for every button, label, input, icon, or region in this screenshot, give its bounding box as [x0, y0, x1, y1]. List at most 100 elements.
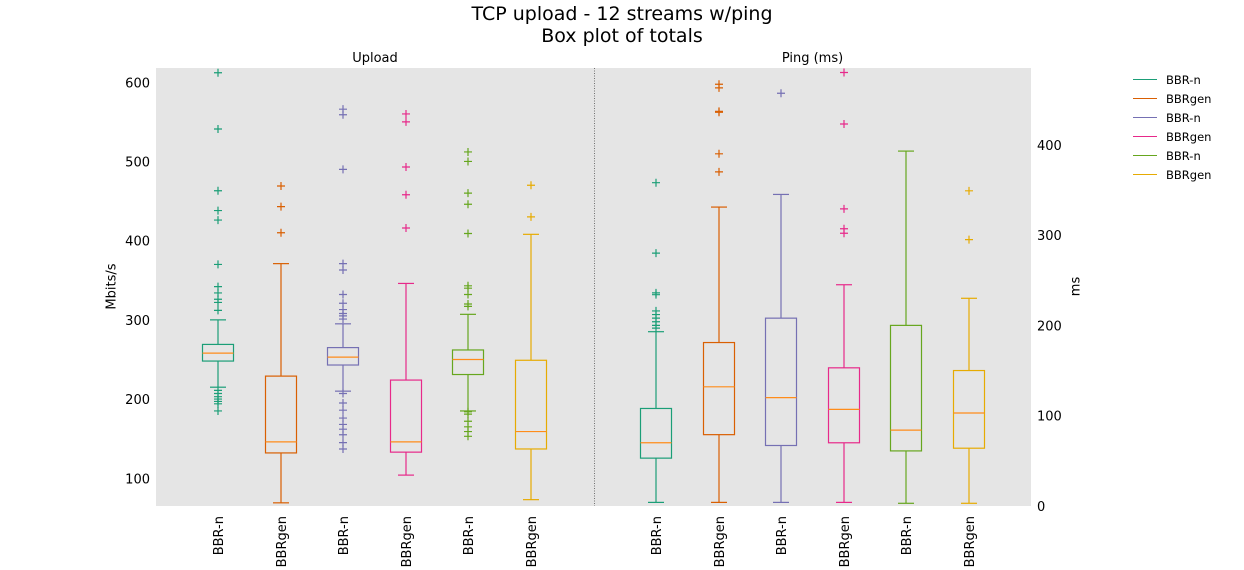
x-tick-label: BBRgen — [713, 516, 728, 567]
legend-label: BBR-n — [1166, 148, 1201, 163]
legend-swatch — [1133, 117, 1157, 118]
outlier-marker — [965, 235, 973, 244]
box — [264, 375, 298, 454]
outlier-marker — [402, 223, 410, 232]
box — [514, 359, 548, 450]
legend-label: BBRgen — [1166, 91, 1212, 106]
outlier-marker — [339, 399, 347, 408]
x-tick-label: BBR-n — [900, 516, 915, 555]
y-tick-label: 100 — [125, 472, 150, 487]
outlier-marker — [464, 432, 472, 441]
x-tick-label: BBR-n — [650, 516, 665, 555]
y-tick-label: 0 — [1037, 500, 1045, 515]
outlier-marker — [464, 229, 472, 238]
legend-label: BBR-n — [1166, 72, 1201, 87]
outlier-marker — [339, 444, 347, 453]
legend-item: BBRgen — [1133, 89, 1211, 108]
box — [764, 317, 798, 447]
outlier-marker — [464, 157, 472, 166]
outlier-marker — [840, 229, 848, 238]
x-tick-label: BBR-n — [212, 516, 227, 555]
outlier-marker — [214, 206, 222, 215]
x-tick-label: BBRgen — [963, 516, 978, 567]
outlier-marker — [339, 430, 347, 439]
outlier-marker — [339, 265, 347, 274]
outlier-marker — [715, 149, 723, 158]
outlier-marker — [840, 204, 848, 213]
outlier-marker — [464, 302, 472, 311]
legend-item: BBRgen — [1133, 165, 1211, 184]
outlier-marker — [214, 124, 222, 133]
outlier-marker — [277, 228, 285, 237]
outlier-marker — [715, 83, 723, 92]
legend-label: BBRgen — [1166, 129, 1212, 144]
y-tick-label: 400 — [1037, 139, 1062, 154]
outlier-marker — [339, 110, 347, 119]
chart-subtitle: Box plot of totals — [541, 25, 703, 47]
chart-title: TCP upload - 12 streams w/ping — [471, 3, 773, 25]
outlier-marker — [464, 290, 472, 299]
legend-swatch — [1133, 79, 1157, 80]
x-tick-label: BBR-n — [462, 516, 477, 555]
x-tick-label: BBR-n — [775, 516, 790, 555]
outlier-marker — [214, 306, 222, 315]
outlier-marker — [527, 181, 535, 190]
outlier-marker — [214, 260, 222, 269]
legend-label: BBRgen — [1166, 167, 1212, 182]
outlier-marker — [214, 399, 222, 408]
box — [639, 407, 673, 459]
box — [326, 346, 360, 366]
outlier-marker — [715, 167, 723, 176]
outlier-marker — [214, 216, 222, 225]
outlier-marker — [402, 190, 410, 199]
outlier-marker — [777, 89, 785, 98]
outlier-marker — [527, 212, 535, 221]
y-tick-label: 100 — [1037, 410, 1062, 425]
outlier-marker — [339, 315, 347, 324]
y-tick-label: 400 — [125, 235, 150, 250]
outlier-marker — [339, 290, 347, 299]
outlier-marker — [339, 165, 347, 174]
outlier-marker — [840, 68, 848, 77]
panel-title-ping: Ping (ms) — [781, 51, 844, 66]
outlier-marker — [464, 147, 472, 156]
legend: BBR-n BBRgen BBR-n BBRgen BBR-n BBRgen — [1133, 70, 1211, 184]
plot-area-ping — [594, 68, 1031, 506]
y-tick-label: 500 — [125, 155, 150, 170]
plot-area-upload — [156, 68, 594, 506]
outlier-marker — [464, 189, 472, 198]
outlier-marker — [965, 186, 973, 195]
y-tick-label: 600 — [125, 76, 150, 91]
box — [952, 369, 986, 449]
x-tick-label: BBRgen — [838, 516, 853, 567]
outlier-marker — [652, 324, 660, 333]
y-tick-label: 200 — [1037, 319, 1062, 334]
panel-title-upload: Upload — [352, 51, 398, 66]
box — [389, 379, 423, 453]
legend-item: BBR-n — [1133, 146, 1211, 165]
outlier-marker — [464, 410, 472, 419]
outlier-marker — [214, 298, 222, 307]
legend-swatch — [1133, 98, 1157, 99]
outlier-marker — [402, 163, 410, 172]
outlier-marker — [214, 186, 222, 195]
y-tick-label: 200 — [125, 393, 150, 408]
legend-swatch — [1133, 155, 1157, 156]
x-tick-label: BBR-n — [337, 516, 352, 555]
x-tick-label: BBRgen — [400, 516, 415, 567]
legend-item: BBR-n — [1133, 108, 1211, 127]
outlier-marker — [339, 389, 347, 398]
box — [451, 349, 485, 376]
x-tick-label: BBRgen — [525, 516, 540, 567]
outlier-marker — [214, 406, 222, 415]
legend-swatch — [1133, 174, 1157, 175]
outlier-marker — [652, 290, 660, 299]
y-tick-label: 300 — [1037, 229, 1062, 244]
outlier-marker — [277, 182, 285, 191]
outlier-marker — [339, 406, 347, 415]
outlier-marker — [402, 117, 410, 126]
box — [889, 324, 923, 452]
legend-item: BBR-n — [1133, 70, 1211, 89]
outlier-marker — [402, 109, 410, 118]
